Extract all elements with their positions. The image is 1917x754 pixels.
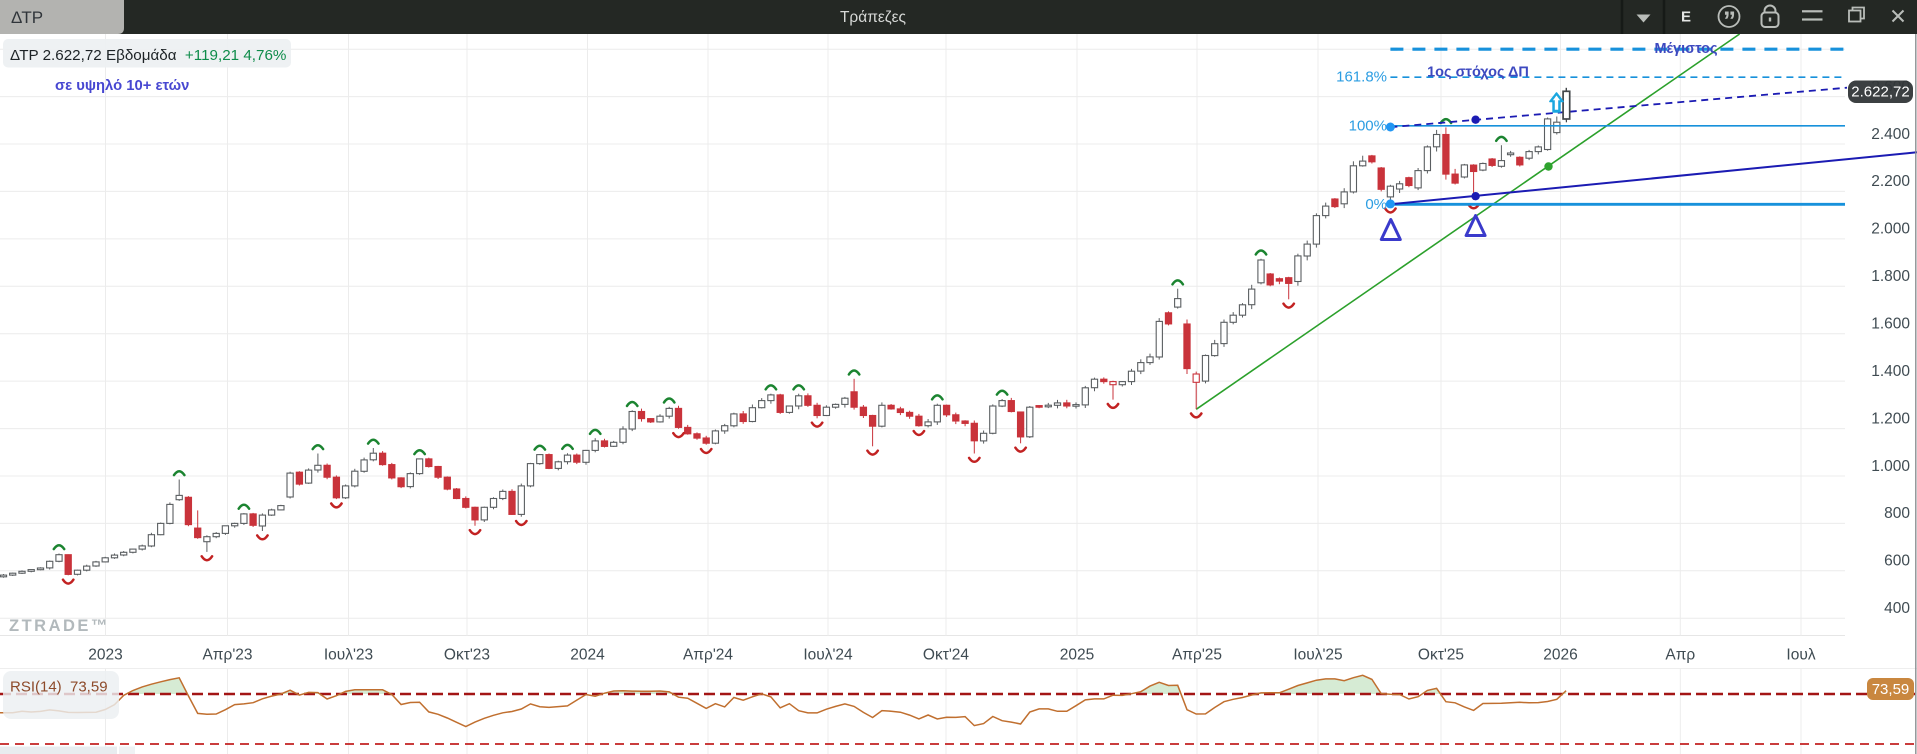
svg-text:400: 400 (1884, 600, 1910, 617)
svg-text:σε υψηλό 10+ ετών: σε υψηλό 10+ ετών (55, 78, 189, 94)
svg-text:”: ” (1723, 6, 1736, 36)
svg-text:2026: 2026 (1543, 647, 1577, 664)
svg-text:2.000: 2.000 (1871, 221, 1910, 238)
svg-text:Μέγιστος: Μέγιστος (1654, 41, 1717, 57)
svg-text:1.800: 1.800 (1871, 268, 1910, 285)
svg-text:1.200: 1.200 (1871, 410, 1910, 427)
svg-text:2.400: 2.400 (1871, 126, 1910, 143)
svg-text:RSI(14): RSI(14) (10, 679, 62, 696)
svg-text:2.200: 2.200 (1871, 173, 1910, 190)
svg-text:Οκτ'24: Οκτ'24 (923, 647, 970, 664)
svg-text:Απρ'23: Απρ'23 (202, 647, 252, 664)
svg-text:ZTRADE™: ZTRADE™ (9, 617, 110, 635)
svg-text:Οκτ'25: Οκτ'25 (1418, 647, 1464, 664)
svg-text:1.000: 1.000 (1871, 458, 1910, 475)
svg-text:1.600: 1.600 (1871, 316, 1910, 333)
svg-text:161.8%: 161.8% (1336, 69, 1387, 86)
svg-text:Απρ: Απρ (1665, 647, 1695, 664)
svg-text:Ιουλ: Ιουλ (1786, 647, 1815, 664)
svg-text:Τράπεζες: Τράπεζες (840, 9, 906, 26)
svg-text:ΔΤΡ: ΔΤΡ (11, 8, 43, 27)
svg-text:Οκτ'23: Οκτ'23 (444, 647, 490, 664)
svg-text:ΔΤΡ 2.622,72 Εβδομάδα +119,21: ΔΤΡ 2.622,72 Εβδομάδα +119,21 4,76% (10, 47, 286, 64)
svg-text:600: 600 (1884, 553, 1910, 570)
svg-text:2.622,72: 2.622,72 (1851, 84, 1909, 101)
svg-text:Ιουλ'24: Ιουλ'24 (803, 647, 853, 664)
svg-text:1.400: 1.400 (1871, 363, 1910, 380)
svg-text:800: 800 (1884, 505, 1910, 522)
svg-text:E: E (1681, 9, 1691, 26)
svg-text:2025: 2025 (1060, 647, 1094, 664)
svg-text:Απρ'25: Απρ'25 (1172, 647, 1222, 664)
svg-text:0%: 0% (1365, 196, 1387, 213)
svg-text:Ιουλ'25: Ιουλ'25 (1293, 647, 1342, 664)
svg-text:Απρ'24: Απρ'24 (683, 647, 733, 664)
svg-text:2023: 2023 (88, 647, 122, 664)
svg-text:1ος στόχος ΔΠ: 1ος στόχος ΔΠ (1427, 65, 1529, 81)
svg-text:100%: 100% (1349, 117, 1387, 134)
svg-text:Ιουλ'23: Ιουλ'23 (324, 647, 373, 664)
svg-text:73,59: 73,59 (70, 679, 108, 696)
svg-text:2024: 2024 (570, 647, 605, 664)
svg-text:73,59: 73,59 (1872, 681, 1910, 698)
